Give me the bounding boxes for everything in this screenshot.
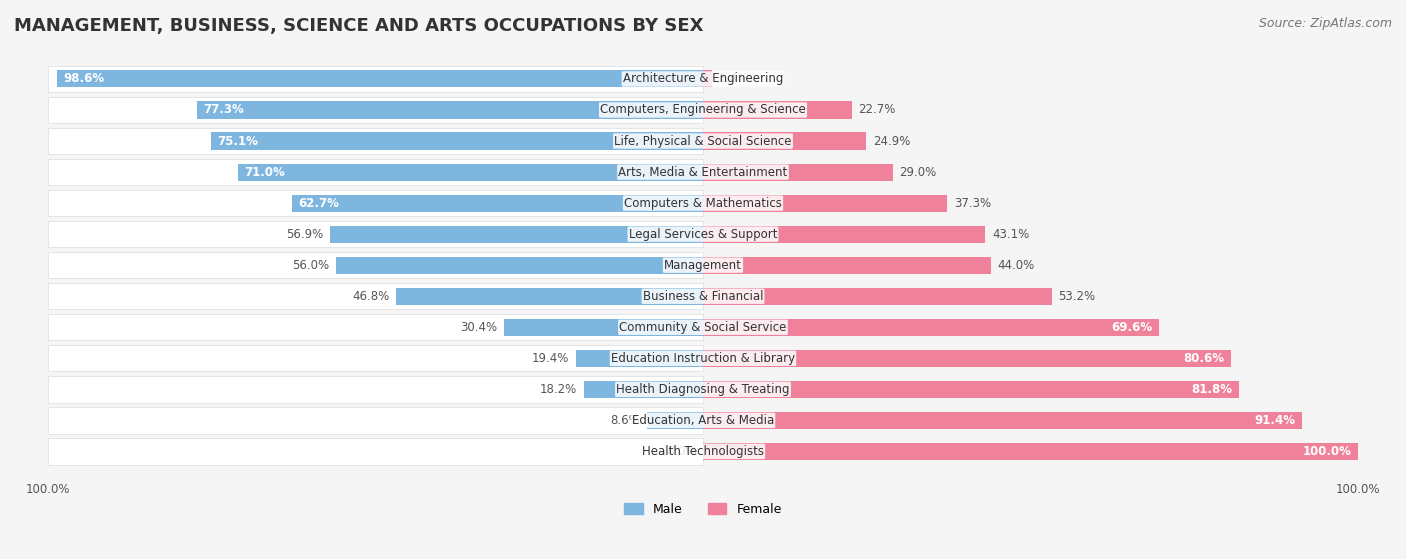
Text: 19.4%: 19.4% bbox=[531, 352, 569, 365]
Text: 71.0%: 71.0% bbox=[245, 165, 285, 178]
Text: 98.6%: 98.6% bbox=[63, 73, 104, 86]
Bar bbox=[703, 257, 991, 274]
Bar bbox=[703, 195, 948, 212]
Text: 44.0%: 44.0% bbox=[998, 259, 1035, 272]
Text: Community & Social Service: Community & Social Service bbox=[619, 321, 787, 334]
Text: Source: ZipAtlas.com: Source: ZipAtlas.com bbox=[1258, 17, 1392, 30]
Text: 22.7%: 22.7% bbox=[858, 103, 896, 116]
Text: 0.0%: 0.0% bbox=[666, 445, 696, 458]
Text: 100.0%: 100.0% bbox=[1303, 445, 1351, 458]
Bar bbox=[336, 257, 703, 274]
Bar bbox=[583, 381, 703, 398]
Text: MANAGEMENT, BUSINESS, SCIENCE AND ARTS OCCUPATIONS BY SEX: MANAGEMENT, BUSINESS, SCIENCE AND ARTS O… bbox=[14, 17, 703, 35]
Bar bbox=[48, 159, 703, 185]
Bar bbox=[576, 350, 703, 367]
Text: 53.2%: 53.2% bbox=[1059, 290, 1095, 303]
Text: 29.0%: 29.0% bbox=[900, 165, 936, 178]
Text: Business & Financial: Business & Financial bbox=[643, 290, 763, 303]
Text: Education Instruction & Library: Education Instruction & Library bbox=[612, 352, 794, 365]
Bar bbox=[48, 407, 703, 434]
Text: 62.7%: 62.7% bbox=[298, 197, 340, 210]
Bar bbox=[48, 128, 703, 154]
Bar bbox=[238, 164, 703, 181]
Bar bbox=[56, 70, 703, 88]
Bar bbox=[703, 288, 1052, 305]
Text: Computers & Mathematics: Computers & Mathematics bbox=[624, 197, 782, 210]
Text: 46.8%: 46.8% bbox=[353, 290, 389, 303]
Bar bbox=[703, 319, 1159, 336]
Bar bbox=[703, 381, 1239, 398]
Bar bbox=[48, 283, 703, 310]
Bar bbox=[703, 102, 852, 119]
Text: Education, Arts & Media: Education, Arts & Media bbox=[631, 414, 775, 427]
Bar bbox=[292, 195, 703, 212]
Bar bbox=[48, 314, 703, 340]
Text: Arts, Media & Entertainment: Arts, Media & Entertainment bbox=[619, 165, 787, 178]
Text: Computers, Engineering & Science: Computers, Engineering & Science bbox=[600, 103, 806, 116]
Bar bbox=[48, 438, 703, 465]
Bar bbox=[647, 412, 703, 429]
Text: 8.6%: 8.6% bbox=[610, 414, 640, 427]
Legend: Male, Female: Male, Female bbox=[619, 498, 787, 520]
Text: 43.1%: 43.1% bbox=[993, 228, 1029, 240]
Text: Legal Services & Support: Legal Services & Support bbox=[628, 228, 778, 240]
Text: 56.0%: 56.0% bbox=[292, 259, 329, 272]
Text: 77.3%: 77.3% bbox=[202, 103, 243, 116]
Text: Health Diagnosing & Treating: Health Diagnosing & Treating bbox=[616, 383, 790, 396]
Text: 24.9%: 24.9% bbox=[873, 135, 910, 148]
Bar bbox=[703, 132, 866, 150]
Bar bbox=[48, 66, 703, 92]
Text: 37.3%: 37.3% bbox=[953, 197, 991, 210]
Text: 75.1%: 75.1% bbox=[218, 135, 259, 148]
Text: Management: Management bbox=[664, 259, 742, 272]
Text: 30.4%: 30.4% bbox=[460, 321, 498, 334]
Bar bbox=[703, 412, 1302, 429]
Bar bbox=[48, 221, 703, 247]
Bar bbox=[703, 350, 1232, 367]
Text: Life, Physical & Social Science: Life, Physical & Social Science bbox=[614, 135, 792, 148]
Bar bbox=[703, 70, 713, 88]
Bar bbox=[48, 376, 703, 402]
Bar bbox=[211, 132, 703, 150]
Bar bbox=[703, 443, 1358, 460]
Bar bbox=[330, 226, 703, 243]
Text: Architecture & Engineering: Architecture & Engineering bbox=[623, 73, 783, 86]
Bar bbox=[48, 252, 703, 278]
Bar bbox=[48, 97, 703, 123]
Text: 80.6%: 80.6% bbox=[1184, 352, 1225, 365]
Bar bbox=[48, 345, 703, 372]
Bar bbox=[197, 102, 703, 119]
Text: 18.2%: 18.2% bbox=[540, 383, 578, 396]
Text: 91.4%: 91.4% bbox=[1254, 414, 1295, 427]
Bar bbox=[503, 319, 703, 336]
Text: 81.8%: 81.8% bbox=[1191, 383, 1233, 396]
Bar bbox=[703, 226, 986, 243]
Text: 69.6%: 69.6% bbox=[1111, 321, 1153, 334]
Text: Health Technologists: Health Technologists bbox=[643, 445, 763, 458]
Bar bbox=[703, 164, 893, 181]
Bar bbox=[396, 288, 703, 305]
Text: 1.4%: 1.4% bbox=[718, 73, 748, 86]
Bar bbox=[48, 190, 703, 216]
Text: 56.9%: 56.9% bbox=[287, 228, 323, 240]
